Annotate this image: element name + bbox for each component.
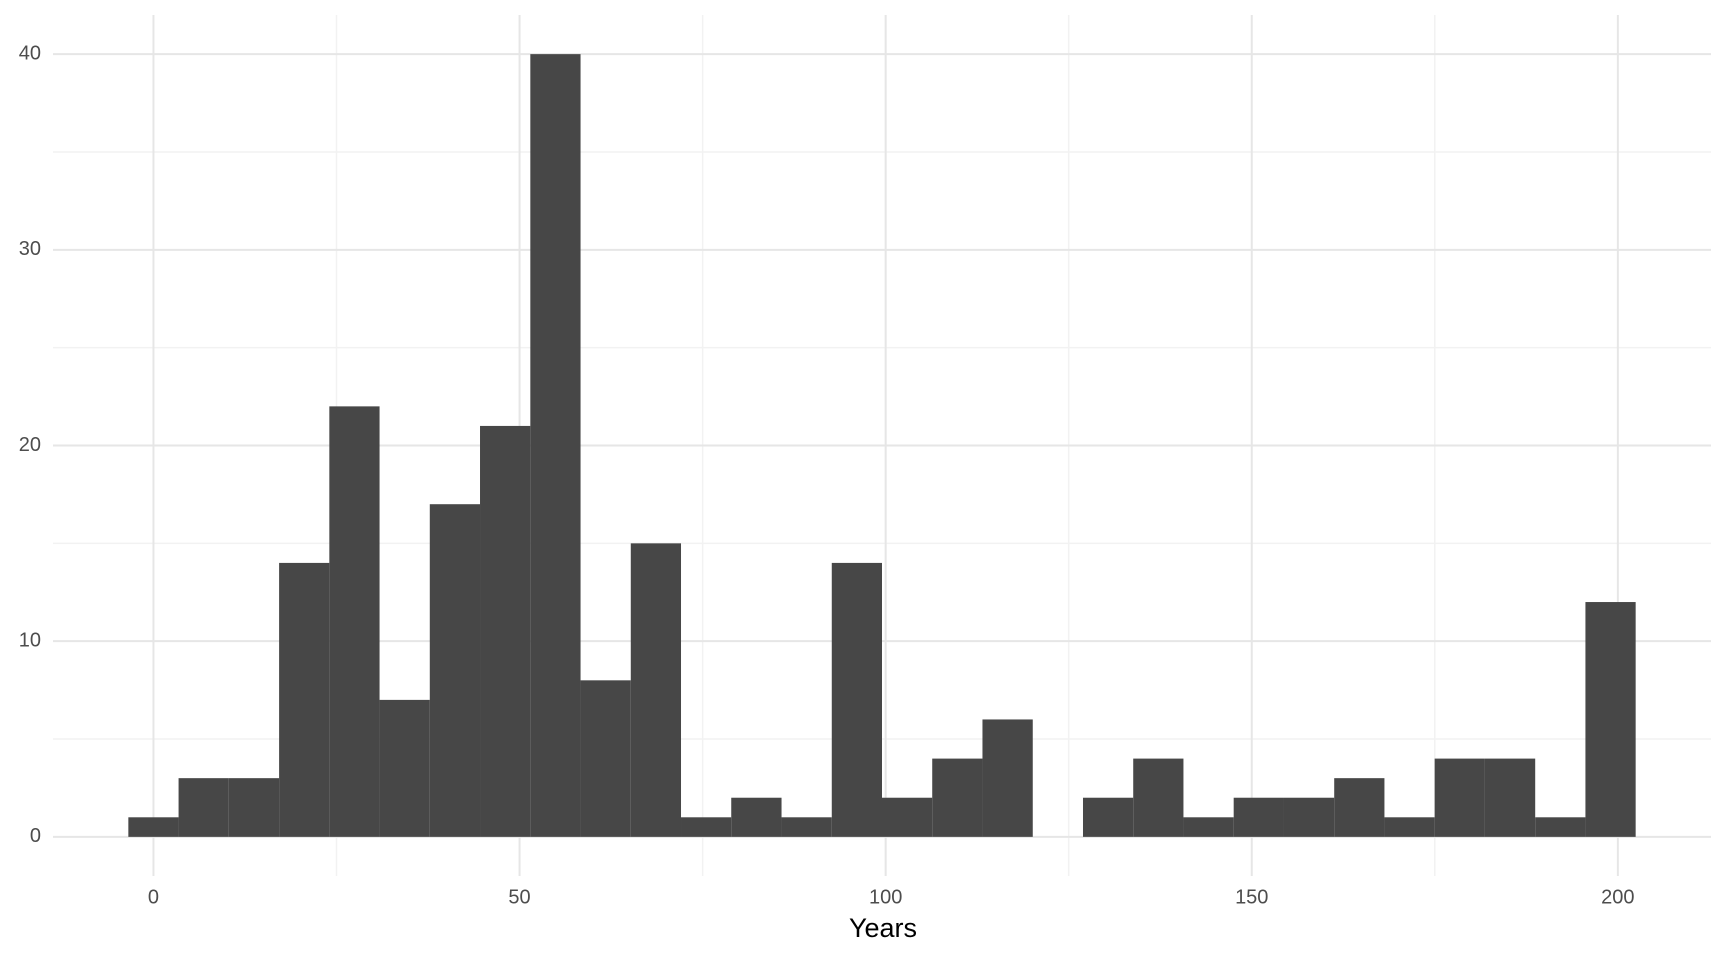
bar xyxy=(681,817,732,837)
bar xyxy=(1283,797,1335,837)
x-tick-label: 0 xyxy=(148,886,159,908)
bar xyxy=(279,562,330,837)
x-tick-label: 150 xyxy=(1235,886,1268,908)
bar xyxy=(530,54,581,837)
bar xyxy=(781,817,832,837)
bar xyxy=(932,758,983,837)
y-tick-label: 10 xyxy=(19,629,41,651)
bar xyxy=(1334,778,1385,837)
y-tick-label: 20 xyxy=(19,434,41,456)
y-tick-label: 40 xyxy=(19,42,41,64)
x-axis-label: Years xyxy=(849,913,917,943)
x-tick-label: 200 xyxy=(1601,886,1634,908)
bar xyxy=(1384,817,1435,837)
y-tick-label: 30 xyxy=(19,238,41,260)
bar xyxy=(178,778,229,837)
bar xyxy=(379,699,430,837)
bar xyxy=(1082,797,1134,837)
bar xyxy=(1183,817,1234,837)
bar xyxy=(630,543,682,837)
bar xyxy=(480,425,531,837)
bar xyxy=(329,406,380,837)
bar xyxy=(882,797,933,837)
bar xyxy=(228,778,280,837)
bar xyxy=(1585,602,1636,837)
bar xyxy=(1535,817,1586,837)
bar xyxy=(1434,758,1485,837)
y-tick-label: 0 xyxy=(30,825,41,847)
bar xyxy=(1484,758,1536,837)
bar xyxy=(1133,758,1184,837)
bar xyxy=(580,680,631,837)
bar xyxy=(731,797,782,837)
bar xyxy=(982,719,1033,837)
x-tick-label: 50 xyxy=(508,886,530,908)
x-tick-label: 100 xyxy=(869,886,902,908)
bar xyxy=(429,504,481,837)
bar xyxy=(128,817,179,837)
bar xyxy=(831,562,882,837)
bar xyxy=(1233,797,1284,837)
